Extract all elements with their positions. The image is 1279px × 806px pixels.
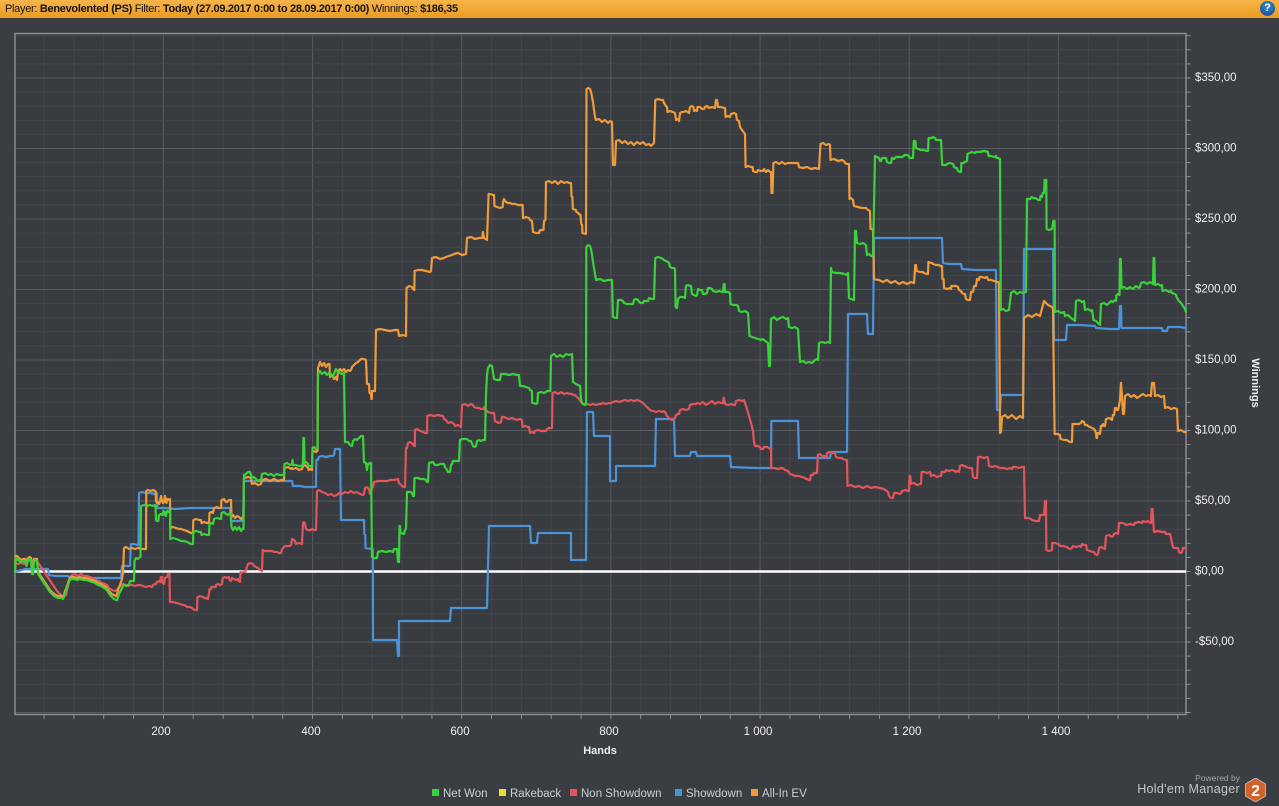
svg-text:200: 200 (151, 726, 170, 738)
svg-text:1 400: 1 400 (1042, 726, 1071, 738)
svg-text:600: 600 (450, 726, 469, 738)
svg-text:$350,00: $350,00 (1195, 72, 1237, 84)
svg-text:$150,00: $150,00 (1195, 354, 1237, 366)
svg-text:Net Won: Net Won (443, 788, 488, 800)
svg-text:Hands: Hands (583, 745, 617, 757)
svg-text:All-In EV: All-In EV (762, 788, 807, 800)
svg-text:$50,00: $50,00 (1195, 495, 1230, 507)
svg-text:$0,00: $0,00 (1195, 566, 1224, 578)
svg-text:$300,00: $300,00 (1195, 143, 1237, 155)
svg-text:1 000: 1 000 (744, 726, 773, 738)
svg-text:400: 400 (301, 726, 320, 738)
svg-text:$200,00: $200,00 (1195, 284, 1237, 296)
svg-text:800: 800 (599, 726, 618, 738)
svg-text:1 200: 1 200 (893, 726, 922, 738)
svg-text:Non Showdown: Non Showdown (581, 788, 662, 800)
svg-text:Showdown: Showdown (686, 788, 742, 800)
svg-text:2: 2 (1251, 783, 1260, 800)
svg-text:$100,00: $100,00 (1195, 425, 1237, 437)
svg-text:Winnings: Winnings (1249, 358, 1261, 407)
svg-text:$250,00: $250,00 (1195, 213, 1237, 225)
svg-text:Rakeback: Rakeback (510, 788, 561, 800)
svg-text:-$50,00: -$50,00 (1195, 636, 1234, 648)
